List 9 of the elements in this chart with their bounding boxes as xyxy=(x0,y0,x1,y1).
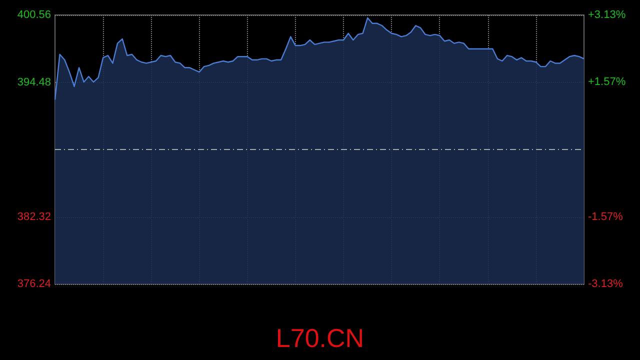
text: L70.CN xyxy=(276,323,364,353)
y-tick-label: 382.32 xyxy=(17,210,51,223)
y2-tick-label: -1.57% xyxy=(588,210,624,223)
y-tick-label: 400.56 xyxy=(17,9,51,21)
y2-tick-label: +3.13% xyxy=(588,9,626,21)
y2-tick-label: -3.13% xyxy=(588,278,624,290)
y2-tick-label: +1.57% xyxy=(588,76,626,88)
y-tick-label: 376.24 xyxy=(17,278,51,290)
y-tick-label: 394.48 xyxy=(17,76,51,88)
